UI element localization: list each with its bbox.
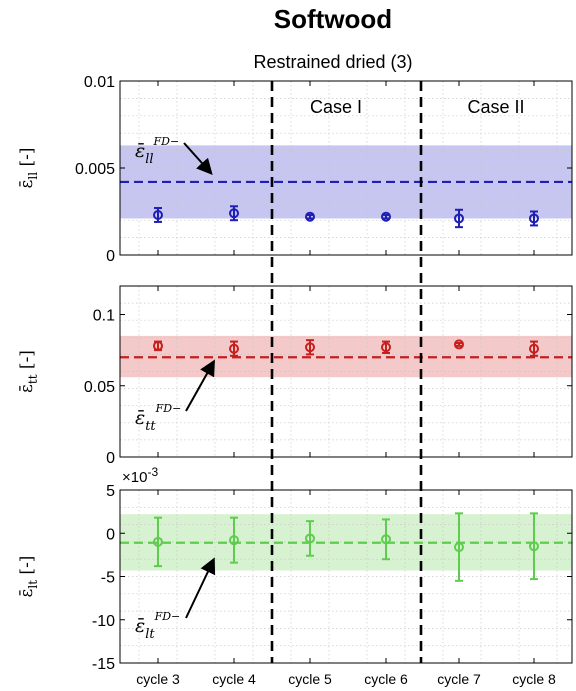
y-tick-label: 0: [106, 526, 115, 543]
data-point: [305, 211, 315, 222]
y-tick-label: 0.05: [84, 379, 115, 396]
data-point: [381, 534, 391, 545]
data-point: [305, 342, 315, 353]
data-point: [529, 541, 539, 552]
panel-lt: -15 -10 -5 0 5 ε̄lt [-] ×10-3: [17, 465, 573, 673]
y-tick-label: 5: [106, 483, 115, 500]
x-tick-label: cycle 5: [288, 671, 332, 687]
x-tick-label: cycle 4: [212, 671, 256, 687]
case-label: Case II: [467, 97, 524, 117]
data-point: [153, 536, 163, 547]
y-tick-label: 0.01: [84, 74, 115, 91]
y-tick-label: -15: [92, 656, 115, 673]
y-tick-label: -10: [92, 613, 115, 630]
annotation-label: ε̄ltFD−: [135, 610, 180, 642]
y-tick-label: 0.1: [93, 308, 115, 325]
y-scale-exponent: ×10-3: [122, 465, 158, 486]
y-axis-label: ε̄ll [-]: [17, 148, 40, 189]
panel-ll: 0 0.005 0.01 ε̄ll [-]: [17, 74, 573, 265]
x-tick-label: cycle 8: [512, 671, 556, 687]
chart-subtitle: Restrained dried (3): [253, 52, 412, 72]
case-label: Case I: [310, 97, 362, 117]
y-tick-label: 0.005: [75, 161, 115, 178]
annotation-arrow: [185, 557, 216, 619]
y-tick-label: -5: [101, 570, 115, 587]
data-point: [454, 542, 464, 553]
annotation-arrow: [185, 359, 215, 412]
y-tick-label: 0: [106, 248, 115, 265]
annotation-label: ε̄ttFD−: [135, 402, 181, 434]
data-point: [153, 340, 163, 351]
data-point: [529, 343, 539, 354]
data-point: [454, 213, 464, 224]
data-point: [229, 208, 239, 219]
y-axis-label: ε̄tt [-]: [17, 350, 40, 393]
data-point: [229, 343, 239, 354]
x-tick-label: cycle 7: [437, 671, 481, 687]
annotation-label: ε̄llFD−: [135, 135, 179, 167]
data-point: [454, 339, 464, 350]
chart-title: Softwood: [274, 4, 392, 34]
x-tick-label: cycle 3: [136, 671, 180, 687]
data-point: [381, 211, 391, 222]
y-tick-label: 0: [106, 450, 115, 467]
panel-tt: 0 0.05 0.1 ε̄tt [-]: [17, 285, 573, 467]
y-axis-label: ε̄lt [-]: [17, 556, 40, 598]
data-point: [381, 342, 391, 353]
x-tick-label: cycle 6: [364, 671, 408, 687]
annotation-arrow: [183, 142, 213, 175]
data-point: [229, 535, 239, 546]
data-point: [153, 209, 163, 220]
data-point: [305, 533, 315, 544]
data-point: [529, 213, 539, 224]
axes-box: [119, 285, 573, 458]
